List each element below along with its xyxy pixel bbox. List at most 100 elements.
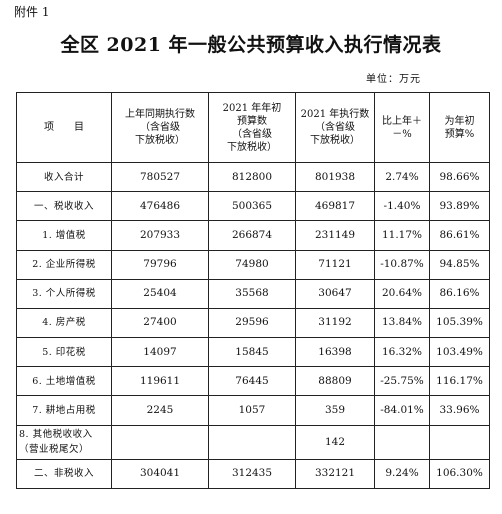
header-line: －% — [392, 128, 412, 140]
header-yoy: 比上年＋ －% — [374, 92, 430, 163]
prev-year-cell: 304041 — [111, 458, 209, 490]
table-header-row: 项 目 上年同期执行数 （含省级 下放税收） 2021 年年初 预算数 （含省级… — [16, 92, 490, 163]
actual-cell: 332121 — [295, 458, 375, 490]
row-name-cell: 1. 增值税 — [16, 220, 112, 251]
table-row: 8. 其他税收收入 （营业税尾欠） 142 — [16, 424, 490, 460]
header-line: 下放税收） — [227, 141, 277, 153]
revenue-table: 项 目 上年同期执行数 （含省级 下放税收） 2021 年年初 预算数 （含省级… — [16, 92, 490, 490]
actual-cell: 16398 — [295, 337, 375, 368]
header-line: 为年初 — [444, 115, 475, 127]
budget-cell: 812800 — [208, 161, 296, 193]
yoy-cell: -1.40% — [374, 191, 430, 222]
yoy-cell: 16.32% — [374, 337, 430, 368]
header-line: 2021 年执行数 — [300, 109, 370, 120]
actual-cell: 801938 — [295, 161, 375, 193]
budget-pct-cell: 94.85% — [429, 249, 490, 280]
row-name-cell: 8. 其他税收收入 （营业税尾欠） — [16, 424, 112, 460]
prev-year-cell: 2245 — [111, 395, 209, 426]
prev-year-cell — [111, 424, 209, 460]
header-actual: 2021 年执行数 （含省级 下放税收） — [295, 92, 375, 163]
row-name-line: （营业税尾欠） — [19, 444, 90, 456]
budget-pct-cell: 106.30% — [429, 458, 490, 490]
budget-pct-cell: 86.16% — [429, 278, 490, 309]
budget-pct-cell: 98.66% — [429, 161, 490, 193]
actual-cell: 231149 — [295, 220, 375, 251]
yoy-cell: -10.87% — [374, 249, 430, 280]
header-item: 项 目 — [16, 92, 112, 163]
budget-pct-cell: 86.61% — [429, 220, 490, 251]
row-name-cell: 2. 企业所得税 — [16, 249, 112, 280]
budget-pct-cell: 105.39% — [429, 307, 490, 339]
budget-pct-cell: 103.49% — [429, 337, 490, 368]
actual-cell: 71121 — [295, 249, 375, 280]
table-row: 7. 耕地占用税 2245 1057 359 -84.01% 33.96% — [16, 395, 490, 426]
budget-cell: 312435 — [208, 458, 296, 490]
row-name-cell: 3. 个人所得税 — [16, 278, 112, 309]
header-line: （含省级 — [315, 122, 355, 133]
budget-cell: 35568 — [208, 278, 296, 309]
header-budget: 2021 年年初 预算数 （含省级 下放税收） — [208, 92, 296, 163]
row-name-cell: 一、税收收入 — [16, 191, 112, 222]
header-line: 下放税收） — [135, 135, 185, 146]
row-name-line: 8. 其他税收收入 — [19, 429, 93, 441]
budget-cell: 15845 — [208, 337, 296, 368]
budget-pct-cell: 33.96% — [429, 395, 490, 426]
prev-year-cell: 14097 — [111, 337, 209, 368]
header-line: 上年同期执行数 — [125, 109, 195, 120]
attachment-label: 附件 1 — [14, 5, 50, 19]
table-row: 5. 印花税 14097 15845 16398 16.32% 103.49% — [16, 337, 490, 368]
row-name-cell: 4. 房产税 — [16, 307, 112, 339]
table-row: 3. 个人所得税 25404 35568 30647 20.64% 86.16% — [16, 278, 490, 309]
table-row: 2. 企业所得税 79796 74980 71121 -10.87% 94.85% — [16, 249, 490, 280]
table-row: 二、非税收入 304041 312435 332121 9.24% 106.30% — [16, 458, 490, 490]
yoy-cell: 13.84% — [374, 307, 430, 339]
header-prev-year: 上年同期执行数 （含省级 下放税收） — [111, 92, 209, 163]
yoy-cell: 2.74% — [374, 161, 430, 193]
actual-cell: 31192 — [295, 307, 375, 339]
budget-cell: 76445 — [208, 366, 296, 397]
budget-cell — [208, 424, 296, 460]
table-row: 1. 增值税 207933 266874 231149 11.17% 86.61% — [16, 220, 490, 251]
header-line: 下放税收） — [310, 135, 360, 146]
budget-cell: 74980 — [208, 249, 296, 280]
table-row: 6. 土地增值税 119611 76445 88809 -25.75% 116.17% — [16, 366, 490, 397]
actual-cell: 359 — [295, 395, 375, 426]
header-line: 预算% — [444, 128, 475, 140]
prev-year-cell: 780527 — [111, 161, 209, 193]
actual-cell: 30647 — [295, 278, 375, 309]
budget-pct-cell: 93.89% — [429, 191, 490, 222]
budget-cell: 500365 — [208, 191, 296, 222]
unit-label: 单位：万元 — [366, 74, 421, 85]
yoy-cell: -25.75% — [374, 366, 430, 397]
actual-cell: 142 — [295, 424, 375, 460]
actual-cell: 469817 — [295, 191, 375, 222]
row-name-cell: 收入合计 — [16, 161, 112, 193]
prev-year-cell: 79796 — [111, 249, 209, 280]
yoy-cell — [374, 424, 430, 460]
header-line: 比上年＋ — [382, 115, 422, 127]
budget-cell: 266874 — [208, 220, 296, 251]
table-row: 收入合计 780527 812800 801938 2.74% 98.66% — [16, 161, 490, 193]
header-line: 2021 年年初 — [222, 102, 282, 114]
row-name-cell: 6. 土地增值税 — [16, 366, 112, 397]
prev-year-cell: 207933 — [111, 220, 209, 251]
header-line: （含省级 — [140, 122, 180, 133]
yoy-cell: -84.01% — [374, 395, 430, 426]
actual-cell: 88809 — [295, 366, 375, 397]
header-line: 预算数 — [237, 115, 267, 127]
table-row: 4. 房产税 27400 29596 31192 13.84% 105.39% — [16, 307, 490, 339]
yoy-cell: 11.17% — [374, 220, 430, 251]
prev-year-cell: 25404 — [111, 278, 209, 309]
budget-cell: 1057 — [208, 395, 296, 426]
prev-year-cell: 27400 — [111, 307, 209, 339]
header-line: （含省级 — [232, 128, 272, 140]
header-budget-pct: 为年初 预算% — [429, 92, 490, 163]
yoy-cell: 9.24% — [374, 458, 430, 490]
page-title: 全区 2021 年一般公共预算收入执行情况表 — [60, 34, 442, 56]
budget-cell: 29596 — [208, 307, 296, 339]
row-name-cell: 5. 印花税 — [16, 337, 112, 368]
header-line: 项 目 — [44, 122, 84, 133]
budget-pct-cell: 116.17% — [429, 366, 490, 397]
budget-pct-cell — [429, 424, 490, 460]
yoy-cell: 20.64% — [374, 278, 430, 309]
